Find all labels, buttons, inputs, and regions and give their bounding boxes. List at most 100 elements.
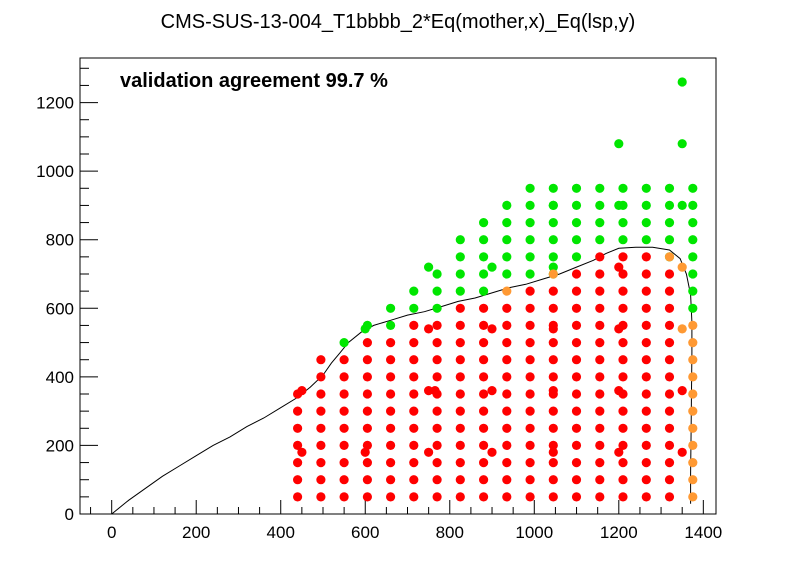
x-tick-label: 200 (182, 523, 210, 542)
validation-annotation: validation agreement 99.7 % (120, 70, 388, 92)
green-point (595, 200, 605, 210)
red-point (548, 440, 558, 450)
data-points (293, 77, 698, 502)
red-point (502, 440, 512, 450)
red-point (386, 458, 396, 468)
green-point (688, 303, 698, 313)
red-point (316, 389, 326, 399)
red-point (618, 492, 628, 502)
red-point (339, 492, 349, 502)
red-point (618, 406, 628, 416)
green-point (525, 235, 535, 245)
green-point (525, 183, 535, 193)
red-point (386, 440, 396, 450)
red-point (571, 303, 582, 313)
red-point (595, 355, 605, 365)
red-point (502, 303, 512, 313)
red-point (362, 338, 372, 348)
red-point (548, 406, 558, 416)
red-point (525, 320, 535, 330)
red-point (571, 492, 582, 502)
red-point (487, 386, 497, 396)
red-point (502, 338, 512, 348)
red-point (386, 372, 396, 382)
green-point (664, 235, 675, 245)
red-point (641, 475, 651, 485)
red-point (641, 372, 651, 382)
red-point (409, 492, 419, 502)
red-point (525, 355, 535, 365)
red-point (409, 440, 419, 450)
red-point (316, 372, 326, 382)
y-tick-label: 1200 (36, 94, 74, 113)
red-point (362, 389, 372, 399)
red-point (386, 492, 396, 502)
orange-point (688, 492, 698, 502)
red-point (455, 320, 465, 330)
red-point (479, 355, 489, 365)
red-point (479, 372, 489, 382)
exclusion-boundary-line (111, 246, 693, 515)
red-point (455, 338, 465, 348)
green-point (432, 286, 442, 296)
red-point (571, 355, 582, 365)
red-point (316, 423, 326, 433)
green-point (386, 303, 396, 313)
green-point (641, 183, 651, 193)
red-point (677, 447, 687, 457)
y-tick-label: 800 (46, 231, 74, 250)
red-point (409, 372, 419, 382)
red-point (432, 372, 442, 382)
green-point (502, 235, 512, 245)
green-point (595, 235, 605, 245)
orange-point (688, 440, 698, 450)
red-point (362, 423, 372, 433)
red-point (525, 458, 535, 468)
x-tick-label: 400 (267, 523, 295, 542)
red-point (479, 492, 489, 502)
red-point (571, 475, 582, 485)
red-point (339, 355, 349, 365)
green-point (479, 286, 489, 296)
red-point (614, 447, 624, 457)
red-point (548, 458, 558, 468)
red-point (362, 492, 372, 502)
green-point (432, 303, 442, 313)
green-point (688, 286, 698, 296)
red-point (362, 475, 372, 485)
green-point (677, 77, 687, 87)
red-point (618, 286, 628, 296)
green-point (688, 200, 698, 210)
red-point (479, 458, 489, 468)
red-point (525, 440, 535, 450)
green-point (525, 200, 535, 210)
red-point (641, 440, 651, 450)
red-point (664, 440, 675, 450)
orange-point (688, 372, 698, 382)
y-axis: 0 200 400 600 800 1000 1200 (36, 67, 98, 524)
green-point (479, 218, 489, 228)
green-point (548, 218, 558, 228)
orange-point (688, 458, 698, 468)
green-point (595, 218, 605, 228)
red-point (339, 440, 349, 450)
red-point (618, 252, 628, 262)
orange-point (677, 324, 687, 334)
red-point (641, 269, 651, 279)
red-point (362, 372, 372, 382)
red-point (525, 406, 535, 416)
red-point (386, 338, 396, 348)
red-point (664, 286, 675, 296)
red-point (618, 475, 628, 485)
red-point (548, 286, 558, 296)
green-point (548, 262, 558, 272)
green-point (677, 200, 687, 210)
red-point (455, 372, 465, 382)
green-point (571, 183, 582, 193)
green-point (571, 252, 582, 262)
red-point (409, 389, 419, 399)
red-point (432, 475, 442, 485)
red-point (595, 269, 605, 279)
y-tick-label: 600 (46, 299, 74, 318)
red-point (293, 440, 303, 450)
